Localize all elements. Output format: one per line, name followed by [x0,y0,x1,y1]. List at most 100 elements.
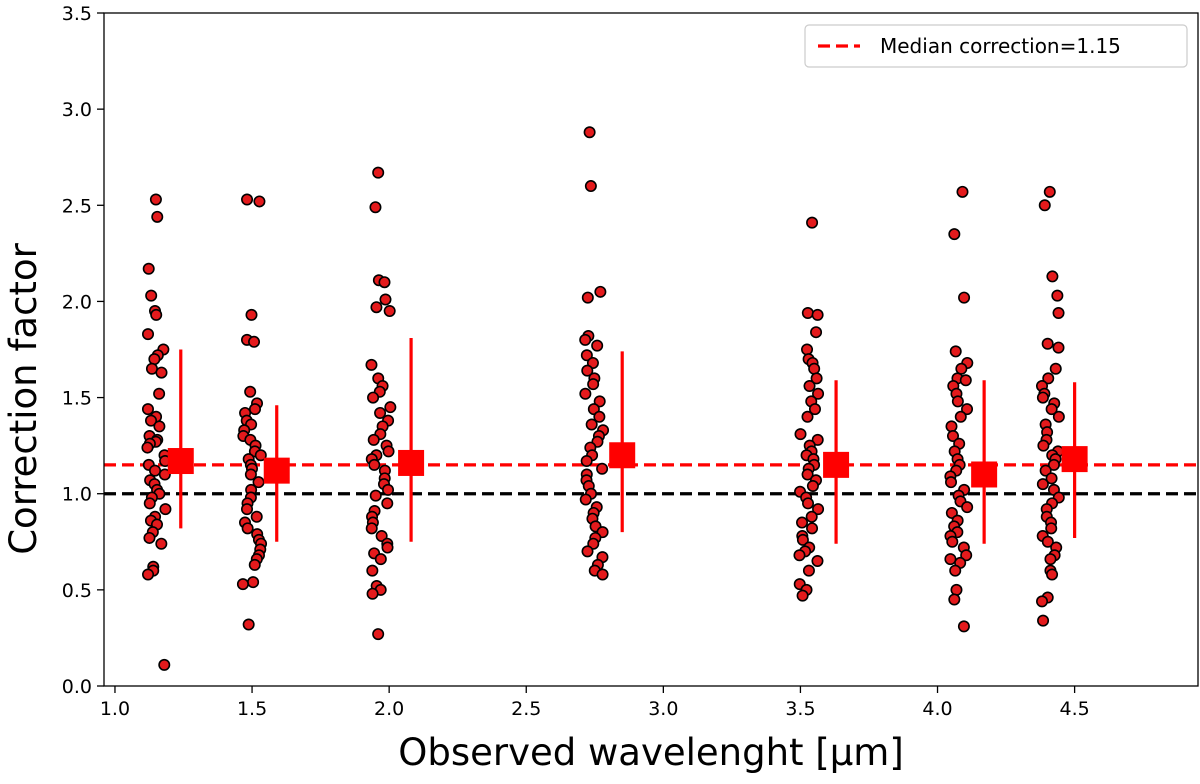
data-point [143,497,156,510]
data-point [593,410,606,423]
y-tick-label: 2.0 [62,291,92,313]
data-point [365,358,378,371]
data-point [580,455,593,468]
x-tick-label: 2.0 [374,698,404,720]
data-point [248,335,261,348]
data-point [1043,185,1056,198]
data-point [153,420,166,433]
data-point [594,285,607,298]
plot-area [104,126,1198,671]
data-point [142,262,155,275]
data-point [949,345,962,358]
data-point [810,326,823,339]
data-point [248,558,261,571]
data-point [945,476,958,489]
data-point [811,433,824,446]
data-point [158,658,171,671]
median-marker [1061,446,1088,473]
x-tick-label: 2.5 [511,698,541,720]
data-point [587,378,600,391]
data-point [801,410,814,423]
data-point [241,193,254,206]
median-marker [609,442,636,469]
data-point [593,395,606,408]
data-point [382,483,395,496]
data-point [158,468,171,481]
data-point [247,576,260,589]
median-marker [971,461,998,488]
data-point [584,180,597,193]
data-point [159,503,172,516]
data-point [951,395,964,408]
data-point [367,433,380,446]
data-point [579,493,592,506]
y-tick-label: 1.5 [62,388,92,410]
axes: 1.0 1.5 2.0 2.5 3.0 3.5 4.0 4.5 0.0 0.5 1.0 1.5 2.0 2… [62,3,1199,720]
x-tick-label: 4.0 [922,698,952,720]
data-point [808,403,821,416]
data-point [151,210,164,223]
data-point [579,387,592,400]
data-point [581,545,594,558]
data-point [581,291,594,304]
data-point [806,522,819,535]
data-point [954,410,967,423]
data-point [957,620,970,633]
data-point [812,387,825,400]
data-point [579,333,592,346]
data-point [381,497,394,510]
data-point [143,531,156,544]
data-point [948,593,961,606]
data-point [806,216,819,229]
data-point [1042,372,1055,385]
data-point [948,228,961,241]
data-point [811,555,824,568]
data-point [141,403,154,416]
data-point [1052,341,1065,354]
data-point [1045,522,1058,535]
data-point [1038,199,1051,212]
data-point [379,293,392,306]
axes-frame [103,12,1199,687]
data-point [244,385,257,398]
data-point [1052,410,1065,423]
data-point [370,301,383,314]
data-point [945,420,958,433]
data-point [961,403,974,416]
x-tick-label: 3.5 [785,698,815,720]
data-point [369,201,382,214]
data-point [141,441,154,454]
data-point [950,583,963,596]
data-point [150,308,163,321]
data-point [1041,535,1054,548]
data-point [1037,439,1050,452]
y-tick-label: 0.5 [62,580,92,602]
data-point [1046,270,1059,283]
data-point [805,510,818,523]
data-point [155,366,168,379]
data-point [145,289,158,302]
data-point [585,418,598,431]
legend-entry: Median correction=1.15 [880,34,1121,58]
data-point [596,568,609,581]
data-point [374,553,387,566]
legend: Median correction=1.15 [804,24,1188,68]
data-point [796,516,809,529]
data-point [580,349,593,362]
data-point [1047,458,1060,471]
data-point [1036,595,1049,608]
y-axis-title: Correction factor [2,242,45,554]
y-tick-label: 3.0 [62,99,92,121]
data-point [587,537,600,550]
data-point [1045,403,1058,416]
data-point [241,522,254,535]
data-point [946,535,959,548]
data-point [245,308,258,321]
data-point [1045,472,1058,485]
data-point [944,553,957,566]
x-tick-label: 4.5 [1060,698,1090,720]
data-point [366,587,379,600]
data-point [1036,478,1049,491]
data-point [378,276,391,289]
